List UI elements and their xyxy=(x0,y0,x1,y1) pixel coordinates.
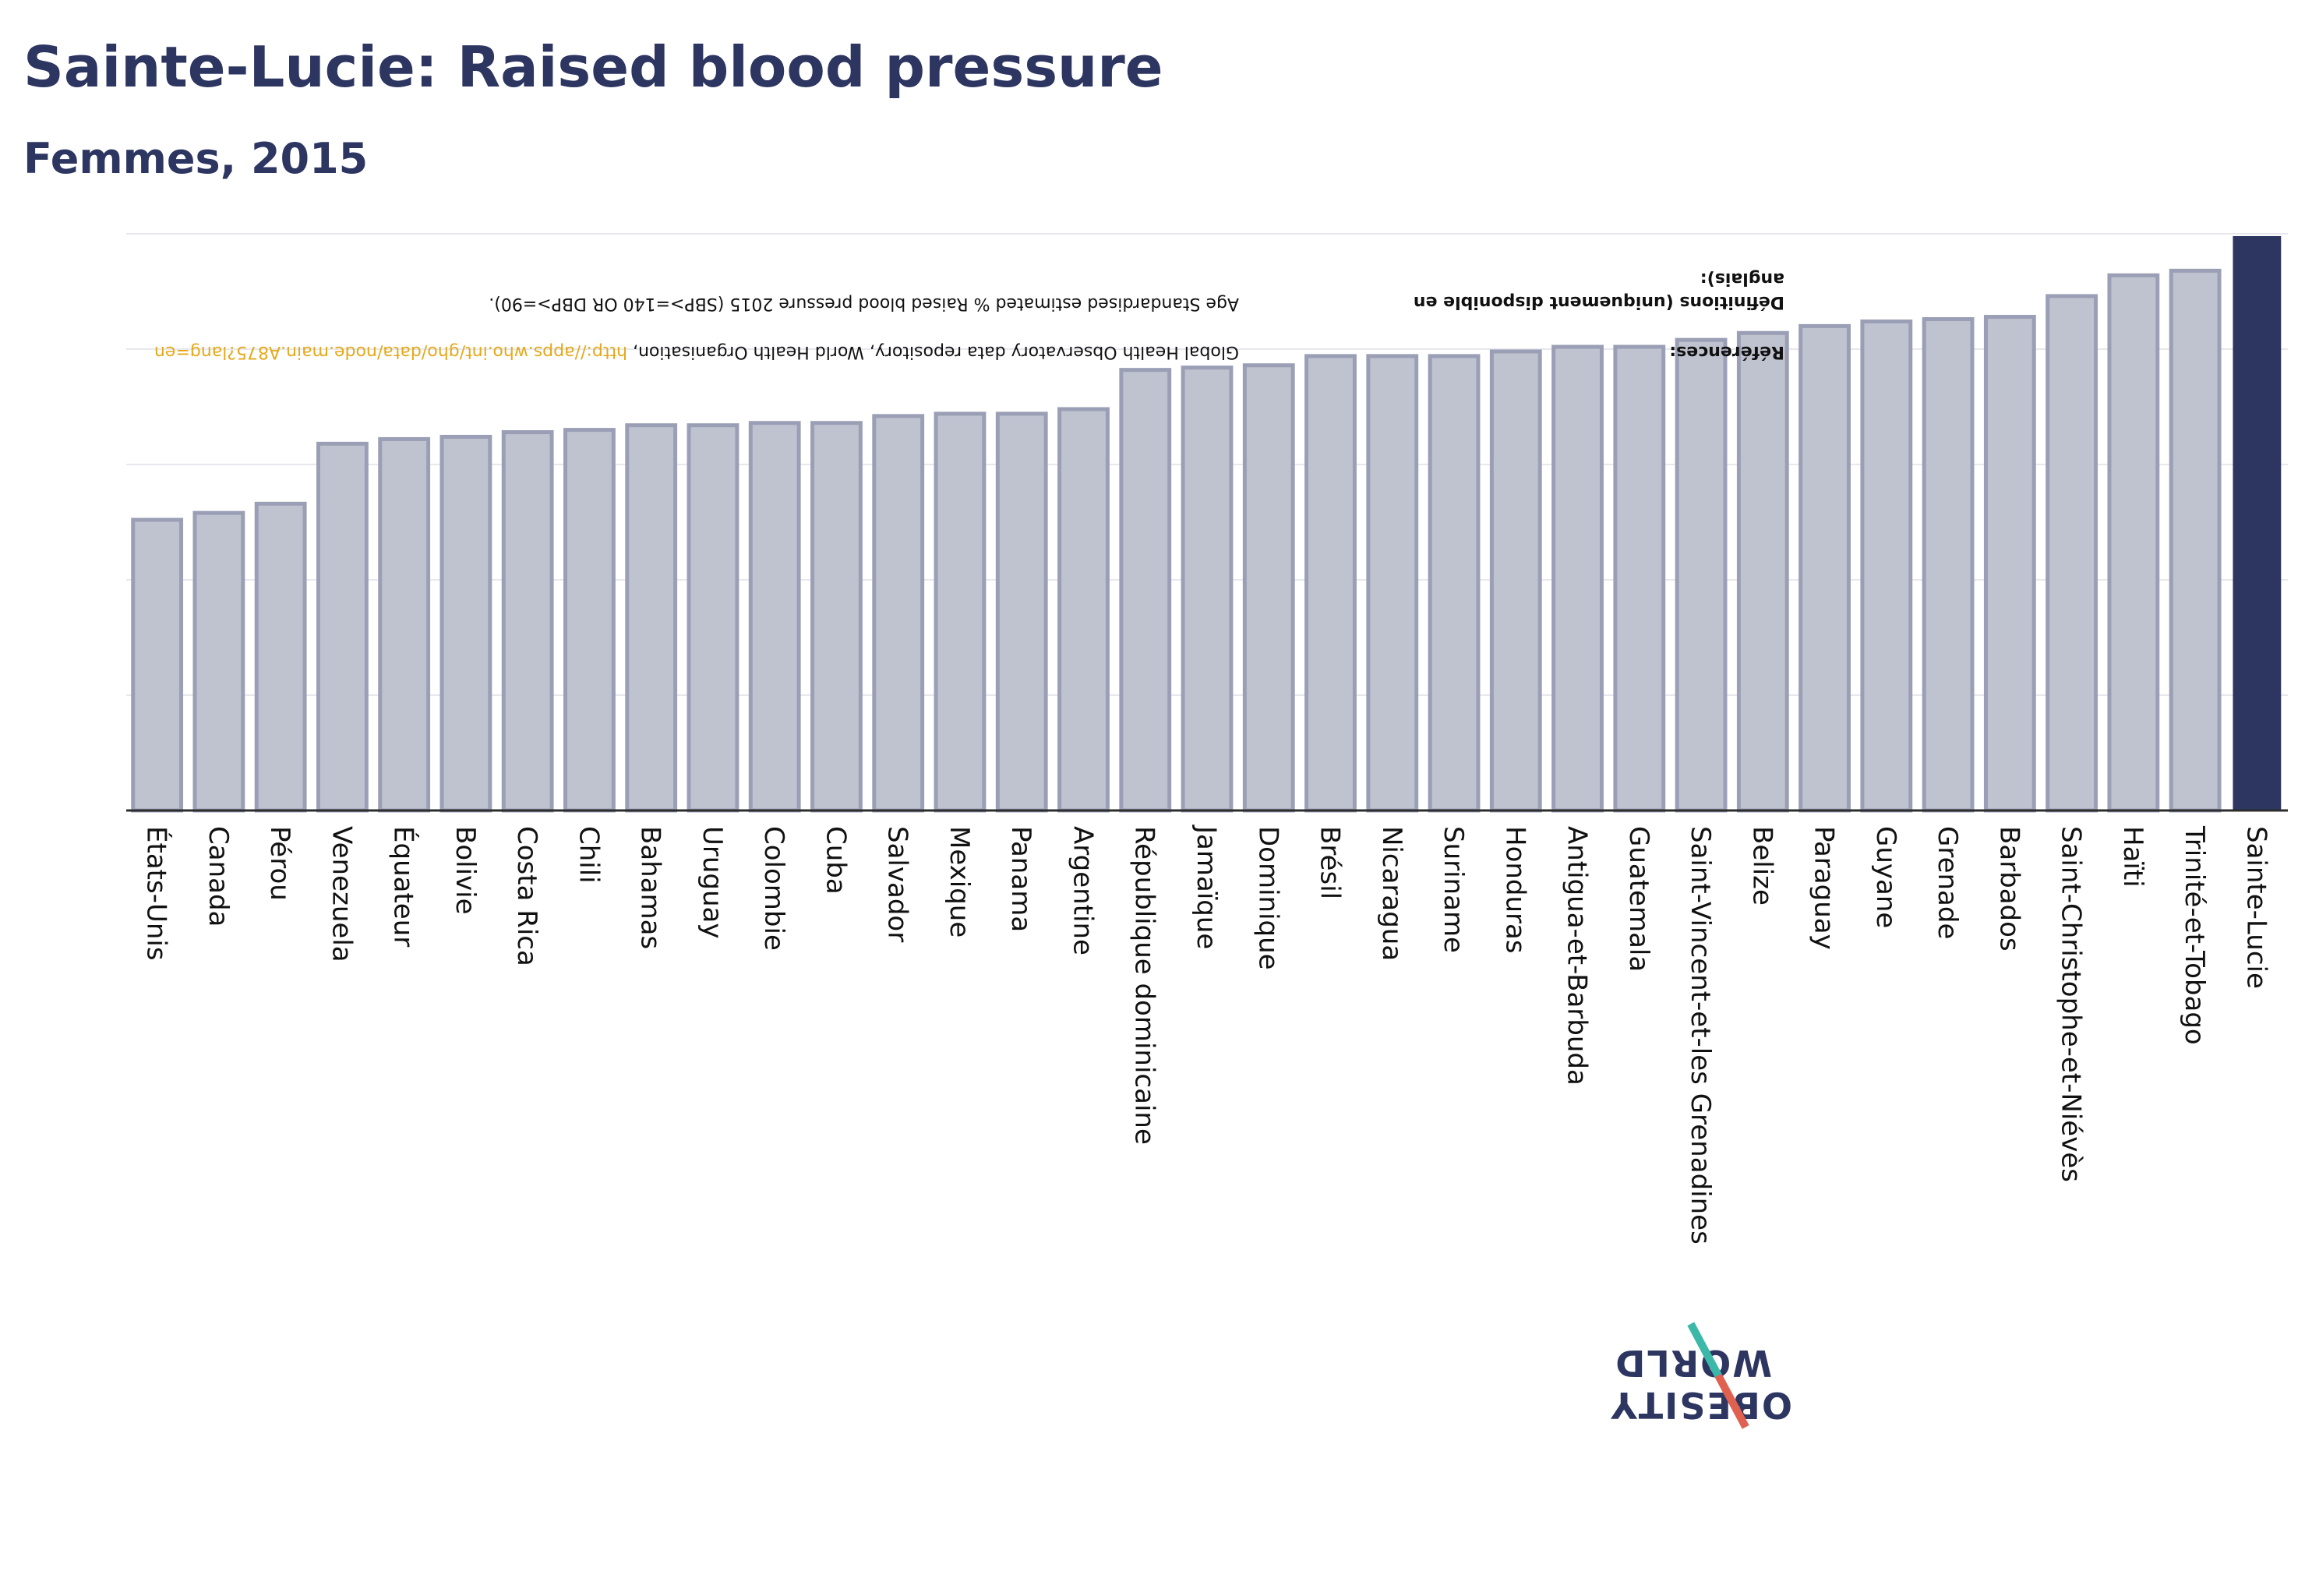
category-label: États-Unis xyxy=(141,826,173,961)
category-label: Bahamas xyxy=(635,826,666,949)
category-label: Nicaragua xyxy=(1376,826,1407,961)
chart-subtitle: Femmes, 2015 xyxy=(23,134,369,183)
bars xyxy=(131,235,2282,813)
world-obesity-logo: OBESITY WORLD xyxy=(1597,1322,1800,1434)
bar-Guatemala xyxy=(1613,344,1666,813)
category-label: Antigua-et-Barbuda xyxy=(1562,826,1593,1086)
category-label: Guyane xyxy=(1870,826,1901,928)
category-label: Saint-Vincent-et-les Grenadines xyxy=(1685,826,1716,1245)
logo-line-obesity: OBESITY xyxy=(1609,1384,1792,1426)
bar-Bolivie xyxy=(439,434,492,813)
bar-Paraguay xyxy=(1798,323,1851,813)
category-label: Guatemala xyxy=(1623,826,1654,972)
definitions-text: Age Standardised estimated % Raised bloo… xyxy=(489,294,1239,313)
bar-Venezuela xyxy=(316,441,369,813)
bar-Barbados xyxy=(1983,315,2036,813)
category-label: Honduras xyxy=(1499,826,1530,954)
category-label: Colombie xyxy=(758,826,789,951)
bar-Équateur xyxy=(378,436,431,813)
bar-Uruguay xyxy=(687,423,740,813)
category-label: Trinité-et-Tobago xyxy=(2179,825,2210,1045)
category-label: Uruguay xyxy=(697,826,728,939)
category-label: Cuba xyxy=(820,826,851,895)
bar-Jamaïque xyxy=(1181,365,1234,813)
bar-Nicaragua xyxy=(1366,354,1419,813)
bar-Guyane xyxy=(1860,319,1913,813)
category-label: Panama xyxy=(1005,826,1036,932)
bar-Dominique xyxy=(1242,363,1295,813)
bar-Sainte-Lucie xyxy=(2233,235,2282,811)
bar-Costa Rica xyxy=(501,430,554,813)
bar-Colombie xyxy=(748,421,801,813)
category-label: Saint-Christophe-et-Niévès xyxy=(2056,826,2087,1182)
bar-Trinité-et-Tobago xyxy=(2169,268,2222,813)
bar-Argentine xyxy=(1057,407,1110,813)
bar-Mexique xyxy=(934,411,987,813)
bar-République dominicaine xyxy=(1119,368,1172,813)
category-label: Bolivie xyxy=(450,826,481,915)
bar-Antigua-et-Barbuda xyxy=(1551,344,1604,813)
bar-Bahamas xyxy=(625,423,678,813)
references-link[interactable]: http://apps.who.int/gho/data/node.main.A… xyxy=(154,342,628,362)
bar-Grenade xyxy=(1922,317,1975,813)
bar-Suriname xyxy=(1428,354,1481,813)
category-label: Belize xyxy=(1746,826,1777,906)
category-label: Équateur xyxy=(388,826,420,947)
logo-line-world: WORLD xyxy=(1614,1342,1772,1384)
bar-Saint-Vincent-et-les Grenadines xyxy=(1675,337,1728,813)
chart-title: Sainte-Lucie: Raised blood pressure xyxy=(23,34,1163,100)
category-labels: États-Unis Canada Pérou Venezuela Équateur Bo… xyxy=(141,824,2272,1245)
bar-Honduras xyxy=(1489,349,1542,813)
category-label: Jamaïque xyxy=(1191,824,1222,949)
category-label: Barbados xyxy=(1993,826,2024,952)
category-label: Mexique xyxy=(944,826,975,937)
category-label: République dominicaine xyxy=(1129,826,1160,1145)
category-label: Haïti xyxy=(2117,826,2148,888)
bar-Canada xyxy=(192,510,245,813)
references-source: Global Health Observatory data repositor… xyxy=(627,342,1239,362)
category-label: Costa Rica xyxy=(511,826,542,966)
definitions-label: Définitions (uniquement disponible en an… xyxy=(1413,269,1784,312)
category-label: Venezuela xyxy=(326,826,357,962)
category-label: Suriname xyxy=(1438,826,1469,953)
category-label: Sainte-Lucie xyxy=(2240,826,2271,989)
bar-Haïti xyxy=(2107,273,2160,813)
category-label: Salvador xyxy=(882,826,913,942)
category-label: Argentine xyxy=(1067,826,1098,955)
bar-Belize xyxy=(1736,330,1789,813)
notes-panel: Références: Global Health Observatory da… xyxy=(44,245,1784,377)
bar-Pérou xyxy=(254,501,307,813)
bar-Salvador xyxy=(872,414,925,813)
bar-Panama xyxy=(995,411,1048,813)
bar-États-Unis xyxy=(131,517,184,813)
references-label: Références: xyxy=(1669,342,1784,362)
bar-Saint-Christophe-et-Niévès xyxy=(2046,294,2099,813)
category-label: Brésil xyxy=(1315,826,1346,899)
bar-Chili xyxy=(563,428,616,813)
category-label: Grenade xyxy=(1932,826,1963,939)
bar-Cuba xyxy=(810,421,863,813)
bar-Brésil xyxy=(1304,354,1357,813)
references-text: Global Health Observatory data repositor… xyxy=(154,342,1239,362)
category-label: Canada xyxy=(203,826,234,927)
category-label: Dominique xyxy=(1252,826,1283,970)
category-label: Chili xyxy=(573,826,604,884)
category-label: Paraguay xyxy=(1809,826,1840,950)
category-label: Pérou xyxy=(264,826,295,901)
